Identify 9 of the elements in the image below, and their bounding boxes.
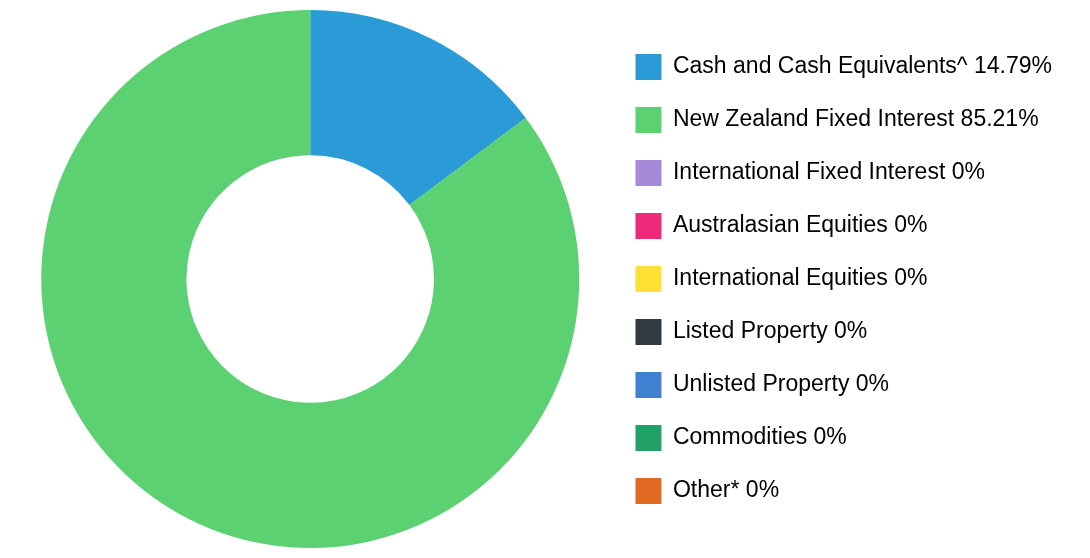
legend-label: New Zealand Fixed Interest 85.21% [672,105,1039,132]
legend-label: International Equities 0% [672,264,928,291]
legend-label: International Fixed Interest 0% [672,158,985,185]
legend-label: Unlisted Property 0% [672,370,890,397]
legend-label: Cash and Cash Equivalents^ 14.79% [672,52,1052,79]
legend-label: Listed Property 0% [672,317,868,344]
legend-label: Commodities 0% [672,423,847,450]
legend-label: Australasian Equities 0% [672,211,928,238]
legend-label: Other* 0% [672,476,780,503]
